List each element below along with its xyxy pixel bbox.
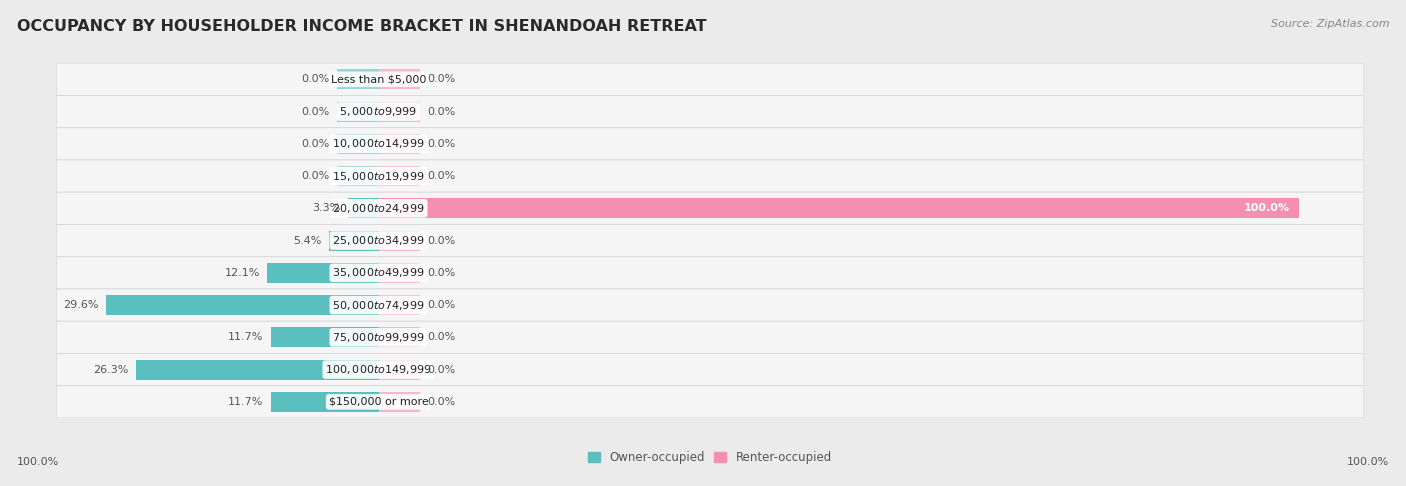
Text: $5,000 to $9,999: $5,000 to $9,999 bbox=[339, 105, 418, 118]
Text: Source: ZipAtlas.com: Source: ZipAtlas.com bbox=[1271, 19, 1389, 30]
Legend: Owner-occupied, Renter-occupied: Owner-occupied, Renter-occupied bbox=[583, 446, 837, 469]
Bar bbox=[378, 134, 420, 154]
FancyBboxPatch shape bbox=[56, 289, 1364, 321]
Text: 100.0%: 100.0% bbox=[1244, 203, 1291, 213]
Text: 0.0%: 0.0% bbox=[427, 332, 456, 342]
Bar bbox=[271, 328, 378, 347]
Text: 29.6%: 29.6% bbox=[63, 300, 98, 310]
Bar bbox=[378, 69, 420, 89]
Bar bbox=[378, 360, 420, 380]
FancyBboxPatch shape bbox=[56, 257, 1364, 289]
Bar bbox=[378, 263, 420, 283]
Text: 26.3%: 26.3% bbox=[94, 364, 129, 375]
Bar bbox=[337, 102, 378, 122]
Text: 100.0%: 100.0% bbox=[17, 456, 59, 467]
Text: $35,000 to $49,999: $35,000 to $49,999 bbox=[332, 266, 425, 279]
Text: 3.3%: 3.3% bbox=[312, 203, 340, 213]
Text: $75,000 to $99,999: $75,000 to $99,999 bbox=[332, 331, 425, 344]
Bar bbox=[337, 166, 378, 186]
Bar bbox=[329, 230, 378, 251]
Text: $150,000 or more: $150,000 or more bbox=[329, 397, 429, 407]
Text: $15,000 to $19,999: $15,000 to $19,999 bbox=[332, 170, 425, 183]
Text: 0.0%: 0.0% bbox=[301, 139, 330, 149]
Bar bbox=[378, 392, 420, 412]
Bar bbox=[378, 230, 420, 251]
Text: $20,000 to $24,999: $20,000 to $24,999 bbox=[332, 202, 425, 215]
FancyBboxPatch shape bbox=[56, 192, 1364, 225]
FancyBboxPatch shape bbox=[56, 353, 1364, 386]
Text: 0.0%: 0.0% bbox=[427, 268, 456, 278]
FancyBboxPatch shape bbox=[56, 63, 1364, 95]
Text: 11.7%: 11.7% bbox=[228, 332, 263, 342]
Bar bbox=[271, 392, 378, 412]
Bar bbox=[136, 360, 378, 380]
Text: $25,000 to $34,999: $25,000 to $34,999 bbox=[332, 234, 425, 247]
Text: $100,000 to $149,999: $100,000 to $149,999 bbox=[325, 363, 432, 376]
FancyBboxPatch shape bbox=[56, 160, 1364, 192]
Bar bbox=[349, 198, 378, 218]
Text: 0.0%: 0.0% bbox=[427, 171, 456, 181]
Text: $50,000 to $74,999: $50,000 to $74,999 bbox=[332, 298, 425, 312]
Text: 0.0%: 0.0% bbox=[301, 106, 330, 117]
Text: 0.0%: 0.0% bbox=[427, 74, 456, 84]
FancyBboxPatch shape bbox=[56, 95, 1364, 128]
Bar bbox=[378, 166, 420, 186]
Bar bbox=[337, 134, 378, 154]
Text: 5.4%: 5.4% bbox=[292, 236, 322, 245]
Text: $10,000 to $14,999: $10,000 to $14,999 bbox=[332, 138, 425, 150]
Text: 0.0%: 0.0% bbox=[427, 364, 456, 375]
Bar bbox=[337, 69, 378, 89]
FancyBboxPatch shape bbox=[56, 321, 1364, 353]
Text: Less than $5,000: Less than $5,000 bbox=[330, 74, 426, 84]
Text: 0.0%: 0.0% bbox=[301, 74, 330, 84]
Bar bbox=[378, 295, 420, 315]
Text: 0.0%: 0.0% bbox=[427, 236, 456, 245]
Bar bbox=[267, 263, 378, 283]
FancyBboxPatch shape bbox=[56, 128, 1364, 160]
Bar bbox=[378, 328, 420, 347]
Text: 0.0%: 0.0% bbox=[427, 139, 456, 149]
FancyBboxPatch shape bbox=[56, 225, 1364, 257]
Text: 0.0%: 0.0% bbox=[301, 171, 330, 181]
FancyBboxPatch shape bbox=[56, 386, 1364, 418]
Text: 0.0%: 0.0% bbox=[427, 397, 456, 407]
Bar bbox=[378, 198, 1299, 218]
Bar bbox=[378, 102, 420, 122]
Text: OCCUPANCY BY HOUSEHOLDER INCOME BRACKET IN SHENANDOAH RETREAT: OCCUPANCY BY HOUSEHOLDER INCOME BRACKET … bbox=[17, 19, 706, 35]
Bar bbox=[105, 295, 378, 315]
Text: 100.0%: 100.0% bbox=[1347, 456, 1389, 467]
Text: 0.0%: 0.0% bbox=[427, 106, 456, 117]
Text: 0.0%: 0.0% bbox=[427, 300, 456, 310]
Text: 11.7%: 11.7% bbox=[228, 397, 263, 407]
Text: 12.1%: 12.1% bbox=[225, 268, 260, 278]
